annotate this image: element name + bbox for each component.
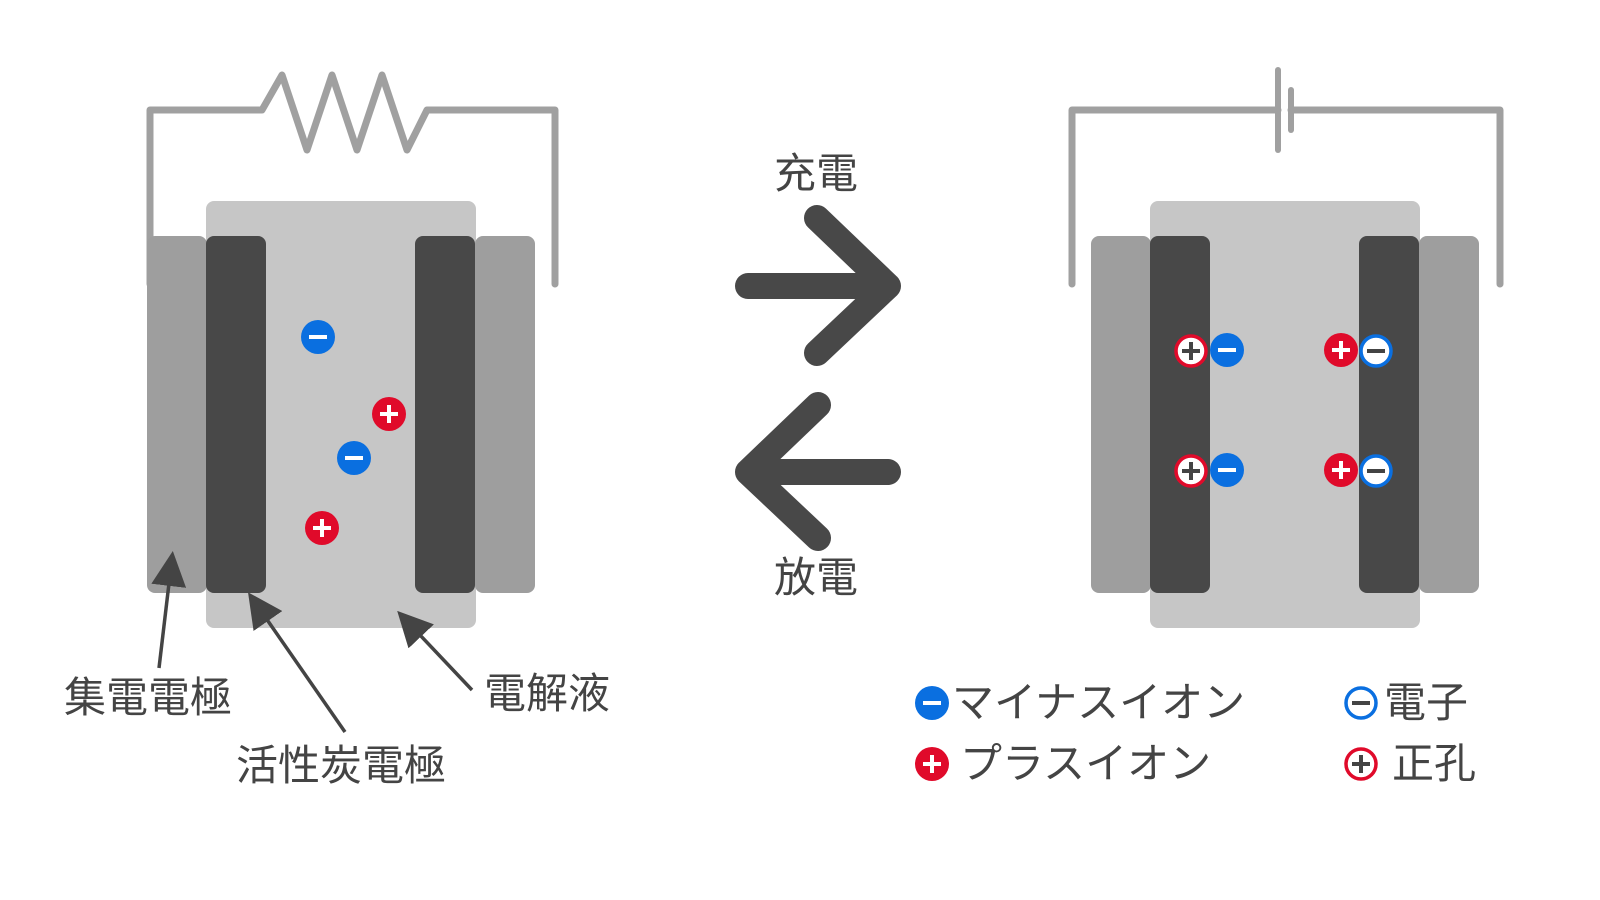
plus-ion — [305, 511, 339, 545]
right-carbon-left — [1150, 236, 1210, 593]
legend-minus-ion-label: マイナスイオン — [952, 678, 1245, 727]
minus-ion — [337, 441, 371, 475]
electrolyte-pointer-arrow — [397, 610, 474, 692]
right-collector-right — [1419, 236, 1479, 593]
collector-electrode-label: 集電電極 — [64, 673, 232, 722]
minus-ion — [1210, 333, 1244, 367]
legend-plus-ion-label: プラスイオン — [960, 739, 1211, 788]
left-circuit-wire — [146, 71, 559, 288]
right-cell — [1068, 67, 1504, 628]
electron — [1359, 454, 1393, 488]
right-circuit-wire-left — [1068, 106, 1282, 288]
discharge-label: 放電 — [774, 553, 858, 602]
battery-icon — [1275, 67, 1294, 153]
minus-ion — [1210, 453, 1244, 487]
charge-label: 充電 — [774, 149, 858, 198]
plus-ion — [1324, 453, 1358, 487]
minus-ion — [301, 320, 335, 354]
plus-ion — [372, 397, 406, 431]
left-cell: 集電電極 活性炭電極 電解液 — [64, 71, 610, 790]
hole — [1174, 454, 1208, 488]
collector-pointer-arrow — [151, 551, 187, 669]
hole — [1174, 334, 1208, 368]
legend-plus-ion: プラスイオン — [915, 739, 1211, 788]
right-collector-left — [1091, 236, 1151, 593]
left-carbon-left — [206, 236, 266, 593]
legend-hole: 正孔 — [1344, 739, 1476, 788]
legend-electron-label: 電子 — [1384, 678, 1468, 727]
right-circuit-wire-right — [1287, 106, 1504, 288]
left-collector-left — [147, 236, 207, 593]
electrolyte-label: 電解液 — [484, 669, 610, 718]
right-electrolyte — [1150, 201, 1420, 628]
center-arrows: 充電 放電 — [735, 149, 901, 602]
arrow-left-icon — [735, 392, 901, 551]
legend-hole-label: 正孔 — [1392, 739, 1476, 788]
electron — [1359, 334, 1393, 368]
arrow-right-icon — [735, 205, 901, 366]
activated-carbon-electrode-label: 活性炭電極 — [236, 741, 446, 790]
left-collector-right — [475, 236, 535, 593]
right-carbon-right — [1359, 236, 1419, 593]
legend: マイナスイオン プラスイオン 電子 正孔 — [915, 678, 1476, 788]
legend-minus-ion: マイナスイオン — [915, 678, 1245, 727]
left-carbon-right — [415, 236, 475, 593]
plus-ion — [1324, 333, 1358, 367]
legend-electron: 電子 — [1344, 678, 1468, 727]
carbon-pointer-arrow — [248, 592, 347, 733]
left-electrolyte — [206, 201, 476, 628]
